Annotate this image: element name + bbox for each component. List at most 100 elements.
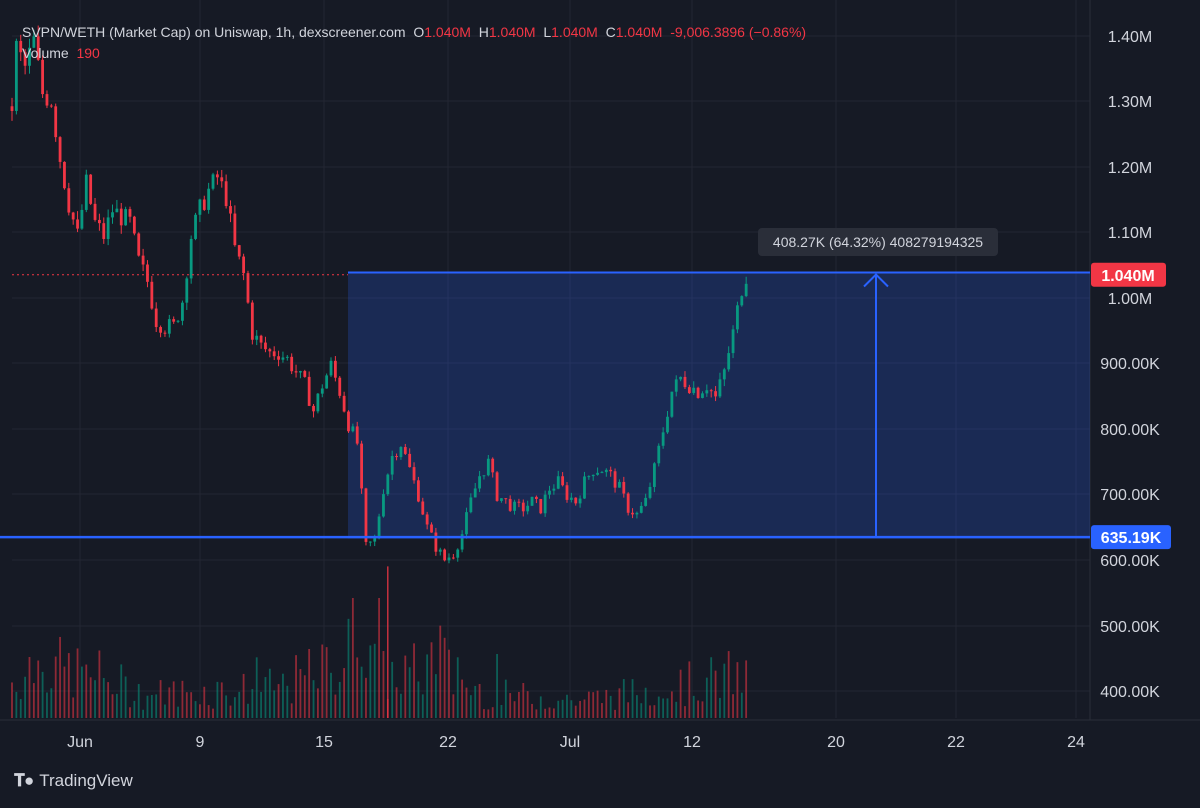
candle-body[interactable] bbox=[521, 502, 525, 512]
candle-body[interactable] bbox=[115, 208, 119, 213]
candle-body[interactable] bbox=[714, 391, 717, 397]
candle-body[interactable] bbox=[303, 371, 307, 377]
candle-body[interactable] bbox=[508, 498, 512, 511]
candle-body[interactable] bbox=[482, 475, 486, 477]
candle-body[interactable] bbox=[84, 174, 88, 210]
candle-body[interactable] bbox=[312, 405, 315, 412]
candle-body[interactable] bbox=[320, 388, 324, 394]
candle-body[interactable] bbox=[347, 411, 350, 432]
candle-body[interactable] bbox=[670, 391, 674, 417]
candle-body[interactable] bbox=[124, 209, 128, 226]
candle-body[interactable] bbox=[373, 538, 377, 542]
candle-body[interactable] bbox=[211, 174, 215, 189]
candle-body[interactable] bbox=[333, 360, 337, 378]
candle-body[interactable] bbox=[224, 181, 228, 207]
candle-body[interactable] bbox=[264, 342, 267, 350]
tradingview-logo[interactable]: 𝐓● TradingView bbox=[14, 771, 133, 790]
candle-body[interactable] bbox=[460, 534, 464, 550]
candle-body[interactable] bbox=[163, 332, 167, 334]
candle-body[interactable] bbox=[403, 447, 407, 454]
candle-body[interactable] bbox=[491, 458, 495, 473]
candle-body[interactable] bbox=[10, 106, 14, 111]
candle-body[interactable] bbox=[338, 377, 342, 396]
candle-body[interactable] bbox=[128, 209, 132, 217]
candle-body[interactable] bbox=[198, 199, 202, 215]
candle-body[interactable] bbox=[325, 375, 329, 389]
candle-body[interactable] bbox=[583, 476, 586, 499]
candle-body[interactable] bbox=[438, 549, 442, 552]
candle-body[interactable] bbox=[543, 494, 547, 514]
candle-body[interactable] bbox=[285, 356, 289, 358]
candle-body[interactable] bbox=[722, 369, 726, 380]
candle-body[interactable] bbox=[434, 532, 438, 552]
volume-label[interactable]: Volume bbox=[22, 45, 69, 61]
candle-body[interactable] bbox=[355, 426, 359, 444]
candle-body[interactable] bbox=[417, 480, 420, 502]
candle-body[interactable] bbox=[447, 557, 451, 561]
candle-body[interactable] bbox=[565, 485, 569, 500]
candle-body[interactable] bbox=[167, 319, 171, 334]
candle-body[interactable] bbox=[696, 387, 700, 398]
candle-body[interactable] bbox=[679, 376, 683, 380]
candle-body[interactable] bbox=[36, 36, 40, 60]
candle-body[interactable] bbox=[469, 497, 473, 513]
candle-body[interactable] bbox=[342, 395, 346, 412]
candle-body[interactable] bbox=[622, 481, 626, 494]
measure-range-box[interactable] bbox=[348, 272, 1090, 538]
candle-body[interactable] bbox=[421, 501, 425, 515]
candle-body[interactable] bbox=[683, 376, 687, 388]
candle-body[interactable] bbox=[718, 379, 722, 397]
candle-body[interactable] bbox=[154, 308, 158, 328]
candle-body[interactable] bbox=[539, 498, 543, 514]
candle-body[interactable] bbox=[635, 512, 639, 515]
candle-body[interactable] bbox=[299, 371, 302, 373]
candle-body[interactable] bbox=[28, 47, 31, 66]
candle-body[interactable] bbox=[194, 214, 197, 239]
candle-body[interactable] bbox=[19, 40, 23, 53]
candle-body[interactable] bbox=[736, 305, 739, 330]
candle-body[interactable] bbox=[229, 206, 232, 214]
candle-body[interactable] bbox=[71, 212, 75, 220]
candle-body[interactable] bbox=[360, 443, 363, 489]
candle-body[interactable] bbox=[535, 496, 538, 499]
candle-body[interactable] bbox=[399, 447, 403, 458]
candle-body[interactable] bbox=[364, 488, 368, 542]
candle-body[interactable] bbox=[731, 329, 735, 354]
candle-body[interactable] bbox=[639, 505, 643, 513]
candle-body[interactable] bbox=[552, 488, 556, 491]
candle-body[interactable] bbox=[146, 264, 149, 282]
candle-body[interactable] bbox=[513, 501, 516, 511]
candle-body[interactable] bbox=[220, 177, 224, 182]
candle-body[interactable] bbox=[281, 357, 285, 360]
candle-body[interactable] bbox=[425, 514, 429, 525]
candle-body[interactable] bbox=[569, 497, 573, 500]
candle-body[interactable] bbox=[740, 296, 744, 306]
candle-body[interactable] bbox=[207, 188, 211, 210]
candle-body[interactable] bbox=[618, 481, 621, 488]
candle-body[interactable] bbox=[316, 393, 320, 412]
candle-body[interactable] bbox=[93, 203, 97, 220]
candle-body[interactable] bbox=[351, 426, 355, 432]
candle-body[interactable] bbox=[58, 137, 62, 162]
candle-body[interactable] bbox=[744, 283, 748, 297]
candle-body[interactable] bbox=[661, 432, 665, 446]
candle-body[interactable] bbox=[242, 256, 246, 274]
candle-body[interactable] bbox=[596, 472, 599, 475]
candle-body[interactable] bbox=[119, 208, 123, 226]
candle-body[interactable] bbox=[451, 557, 455, 559]
candle-body[interactable] bbox=[259, 335, 263, 343]
candle-body[interactable] bbox=[23, 52, 27, 66]
candle-body[interactable] bbox=[106, 217, 110, 239]
candle-body[interactable] bbox=[307, 376, 311, 406]
candle-body[interactable] bbox=[517, 501, 521, 503]
candle-body[interactable] bbox=[67, 188, 71, 213]
candle-body[interactable] bbox=[377, 516, 381, 539]
candle-body[interactable] bbox=[41, 59, 44, 95]
candle-body[interactable] bbox=[574, 497, 578, 504]
candle-body[interactable] bbox=[255, 335, 259, 340]
candle-body[interactable] bbox=[727, 353, 731, 370]
candle-body[interactable] bbox=[561, 476, 565, 486]
candle-body[interactable] bbox=[692, 387, 696, 394]
candle-body[interactable] bbox=[159, 327, 162, 333]
